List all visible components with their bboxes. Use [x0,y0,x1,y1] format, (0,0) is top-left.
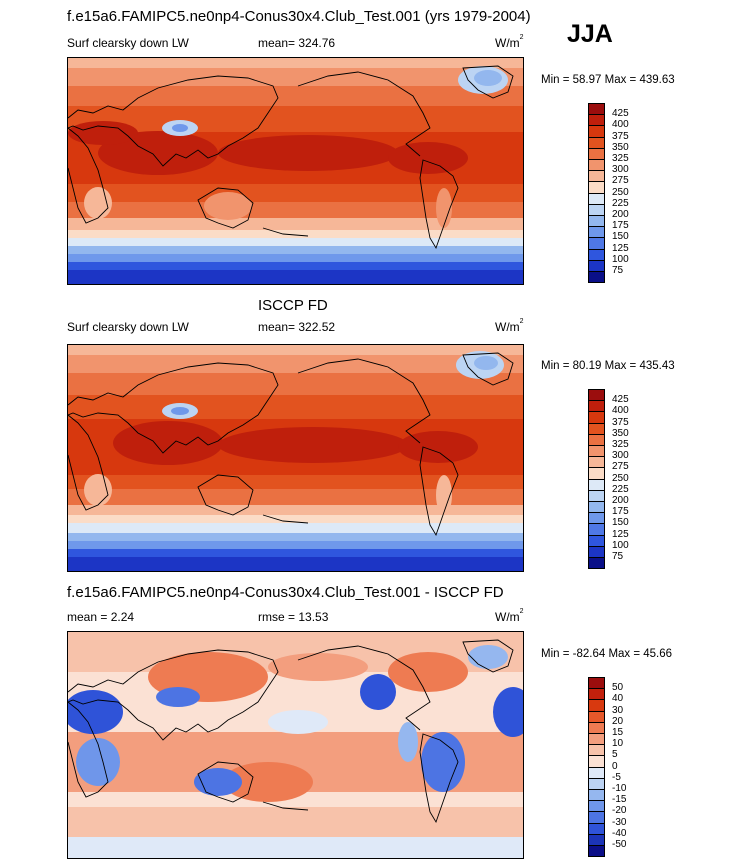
panel1-colorbar-tick: 375 [612,130,629,142]
panel3-map [67,631,524,859]
panel2-units: W/m2 [495,318,524,334]
panel1-colorbar-tick: 175 [612,220,629,232]
panel3-mean: mean = 2.24 [67,610,135,624]
panel2-colorbar-tick: 200 [612,495,629,506]
panel2-colorbar-tick: 175 [612,506,629,518]
panel1-colorbar-tick: 75 [612,265,624,276]
panel1-colorbar-tick: 150 [612,231,629,243]
panel2-colorbar-tick: 325 [612,439,629,450]
panel1-colorbar-tick: 200 [612,209,629,220]
panel2-colorbar-tick: 375 [612,416,629,428]
panel2-colorbar-tick: 125 [612,528,629,540]
panel2-colorbar: 425 400 375 350 325 300 275 250 225 200 175 150 125 1… [588,389,629,570]
panel3-colorbar-box [588,845,605,858]
panel2-colorbar-tick: 150 [612,517,629,529]
panel3-colorbar-tick: 40 [612,693,624,705]
panel1-mean: mean= 324.76 [258,36,336,50]
panel3-rmse: rmse = 13.53 [258,610,329,624]
panel1-colorbar-tick: 125 [612,242,629,254]
panel1-colorbar-tick: 250 [612,186,629,198]
panel2-variable: Surf clearsky down LW [67,320,189,334]
panel2-colorbar-tick: 75 [612,551,624,562]
panel1-title: f.e15a6.FAMIPC5.ne0np4-Conus30x4.Club_Te… [67,8,531,25]
panel3-colorbar-tick: 20 [612,715,624,727]
panel1-colorbar-tick: 350 [612,141,629,153]
panel2-title: ISCCP FD [258,297,328,314]
panel2-colorbar-tick: 275 [612,461,629,473]
panel1-variable: Surf clearsky down LW [67,36,189,50]
panel2-colorbar-tick: 100 [612,539,629,551]
panel2-map [67,344,524,572]
panel1-colorbar-box [588,271,605,284]
panel3-units: W/m2 [495,608,524,624]
panel3-colorbar-tick: 5 [612,749,618,761]
panel3-minmax: Min = -82.64 Max = 45.66 [541,648,673,660]
panel3-colorbar-tick: 50 [612,682,624,694]
panel1-colorbar-tick: 225 [612,197,629,209]
panel3-colorbar: 50 40 30 20 15 10 5 0 -5 -10 -15 -20 -30 -40 -50 [588,677,626,858]
panel1-minmax: Min = 58.97 Max = 439.63 [541,74,675,86]
panel2-colorbar-tick: 400 [612,405,629,417]
panel1-colorbar-tick: 300 [612,164,629,176]
panel1-map [67,57,524,285]
panel1-colorbar: 425 400 375 350 325 300 275 250 225 200 175 150 125 1… [588,103,629,284]
panel3-colorbar-tick: 0 [612,760,618,772]
panel2-minmax: Min = 80.19 Max = 435.43 [541,360,675,372]
panel1-units: W/m2 [495,34,524,50]
panel3-colorbar-tick: -20 [612,805,627,817]
panel3-colorbar-tick: -50 [612,839,627,850]
panel1-colorbar-tick: 425 [612,108,629,120]
panel2-colorbar-tick: 300 [612,450,629,462]
panel2-mean: mean= 322.52 [258,320,336,334]
panel2-colorbar-box [588,557,605,570]
panel1-colorbar-tick: 325 [612,153,629,164]
panel3-colorbar-tick: 30 [612,704,624,716]
panel3-colorbar-tick: 15 [612,727,624,738]
panel2-colorbar-tick: 425 [612,394,629,406]
panel3-colorbar-tick: -10 [612,783,627,794]
panel1-colorbar-tick: 100 [612,253,629,265]
panel1-colorbar-tick: 275 [612,175,629,187]
panel2-colorbar-tick: 225 [612,483,629,495]
panel2-colorbar-tick: 350 [612,427,629,439]
panel3-colorbar-tick: -30 [612,816,627,828]
panel3-colorbar-tick: -40 [612,827,627,839]
panel3-colorbar-tick: 10 [612,738,624,750]
panel3-colorbar-tick: -15 [612,794,627,806]
panel1-colorbar-tick: 400 [612,119,629,131]
panel3-title: f.e15a6.FAMIPC5.ne0np4-Conus30x4.Club_Te… [67,584,504,601]
season-label: JJA [567,20,613,48]
panel2-colorbar-tick: 250 [612,472,629,484]
panel3-colorbar-tick: -5 [612,771,621,783]
